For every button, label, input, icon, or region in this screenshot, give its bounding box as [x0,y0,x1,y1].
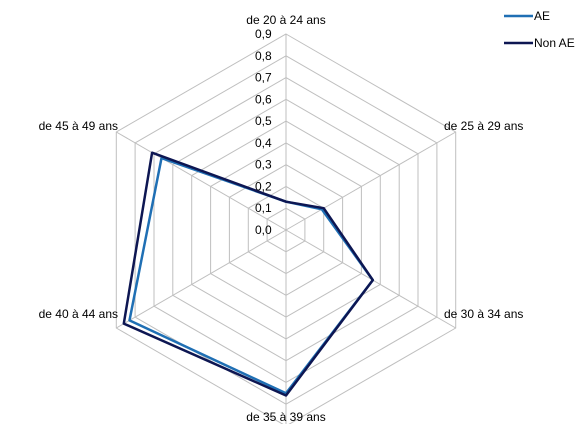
category-label: de 40 à 44 ans [39,307,118,321]
radial-tick-label: 0,4 [255,136,272,150]
radial-tick-label: 0,9 [255,27,272,41]
legend-label: AE [534,9,550,23]
grid [115,33,457,424]
axis-spoke [116,229,287,329]
radial-tick-label: 0,5 [255,114,272,128]
series-line-non-ae [122,151,375,397]
category-label: de 45 à 49 ans [39,119,118,133]
category-label: de 35 à 39 ans [246,410,325,424]
axis-spoke [116,131,287,231]
radial-tick-label: 0,0 [255,223,272,237]
radial-tick-label: 0,3 [255,158,272,172]
series-layer [122,151,375,397]
radial-tick-labels: 0,0 0,1 0,2 0,3 0,4 0,5 0,6 0,7 0,8 0,9 [255,27,272,237]
category-label: de 25 à 29 ans [444,119,523,133]
radial-tick-label: 0,1 [255,201,272,215]
legend: AE Non AE [504,9,575,50]
radial-tick-label: 0,6 [255,92,272,106]
series-line-ae [128,156,375,395]
axis-spoke [285,131,456,231]
category-label: de 30 à 34 ans [444,307,523,321]
category-labels: de 20 à 24 ans de 25 à 29 ans de 30 à 34 a… [39,13,524,424]
radial-tick-label: 0,8 [255,49,272,63]
radial-tick-label: 0,2 [255,179,272,193]
legend-label: Non AE [534,36,575,50]
radial-tick-label: 0,7 [255,71,272,85]
category-label: de 20 à 24 ans [246,13,325,27]
